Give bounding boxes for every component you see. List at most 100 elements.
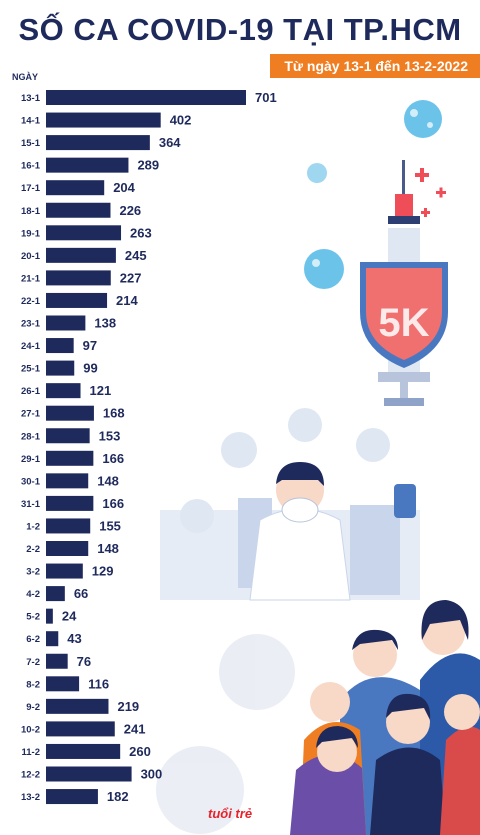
category-label: 18-1 bbox=[21, 206, 41, 217]
category-label: 30-1 bbox=[21, 476, 41, 487]
virus-icon bbox=[404, 100, 442, 138]
category-label: 20-1 bbox=[21, 251, 41, 262]
value-label: 364 bbox=[159, 135, 181, 150]
value-label: 76 bbox=[77, 654, 91, 669]
value-label: 121 bbox=[90, 383, 112, 398]
value-label: 227 bbox=[120, 270, 142, 285]
value-label: 116 bbox=[88, 676, 109, 691]
bar bbox=[46, 789, 98, 805]
category-label: 1-2 bbox=[26, 521, 40, 532]
category-axis-title: NGÀY bbox=[12, 72, 39, 82]
virus-icon bbox=[307, 163, 327, 183]
bar bbox=[46, 563, 83, 579]
category-label: 3-2 bbox=[26, 567, 40, 578]
category-label: 13-1 bbox=[21, 93, 41, 104]
category-label: 5-2 bbox=[26, 612, 40, 623]
category-label: 7-2 bbox=[26, 657, 40, 668]
category-label: 17-1 bbox=[21, 183, 41, 194]
category-label: 15-1 bbox=[21, 138, 41, 149]
people-masks-illustration bbox=[290, 600, 480, 835]
value-label: 263 bbox=[130, 225, 152, 240]
value-label: 66 bbox=[74, 586, 88, 601]
bar bbox=[46, 247, 116, 263]
bar bbox=[46, 473, 89, 489]
5k-shield-icon: 5K bbox=[360, 262, 448, 368]
category-label: 27-1 bbox=[21, 409, 41, 420]
category-label: 31-1 bbox=[21, 499, 41, 510]
bar bbox=[46, 112, 161, 128]
category-label: 22-1 bbox=[21, 296, 41, 307]
bar bbox=[46, 180, 105, 196]
value-label: 138 bbox=[94, 316, 116, 331]
bar bbox=[46, 608, 53, 624]
bar bbox=[46, 383, 81, 399]
bar bbox=[46, 653, 68, 669]
category-label: 10-2 bbox=[21, 724, 40, 735]
value-label: 289 bbox=[137, 158, 159, 173]
category-label: 25-1 bbox=[21, 364, 41, 375]
date-range-badge: Từ ngày 13-1 đến 13-2-2022 bbox=[270, 54, 480, 78]
bar bbox=[46, 676, 80, 692]
value-label: 245 bbox=[125, 248, 147, 263]
bar bbox=[46, 721, 115, 737]
category-label: 2-2 bbox=[26, 544, 40, 555]
value-label: 99 bbox=[83, 361, 97, 376]
page-title: SỐ CA COVID-19 TẠI TP.HCM bbox=[18, 12, 462, 47]
value-label: 701 bbox=[255, 90, 277, 105]
value-label: 148 bbox=[97, 473, 119, 488]
bar bbox=[46, 135, 150, 151]
category-label: 23-1 bbox=[21, 319, 41, 330]
bar bbox=[46, 586, 65, 602]
bar bbox=[46, 225, 122, 241]
bar bbox=[46, 405, 94, 421]
category-label: 8-2 bbox=[26, 679, 40, 690]
value-label: 155 bbox=[99, 518, 121, 533]
value-label: 148 bbox=[97, 541, 119, 556]
value-label: 300 bbox=[141, 767, 163, 782]
bar bbox=[46, 157, 129, 173]
value-label: 129 bbox=[92, 564, 114, 579]
value-label: 219 bbox=[117, 699, 139, 714]
category-label: 16-1 bbox=[21, 161, 41, 172]
value-label: 97 bbox=[83, 338, 97, 353]
doctor-illustration bbox=[160, 408, 420, 601]
value-label: 214 bbox=[116, 293, 138, 308]
value-label: 168 bbox=[103, 406, 125, 421]
value-label: 204 bbox=[113, 180, 135, 195]
bar bbox=[46, 743, 121, 759]
value-label: 226 bbox=[119, 203, 141, 218]
bar bbox=[46, 518, 91, 534]
category-label: 11-2 bbox=[22, 747, 41, 758]
category-label: 6-2 bbox=[26, 634, 40, 645]
category-label: 12-2 bbox=[21, 770, 40, 781]
bar bbox=[46, 698, 109, 714]
bar bbox=[46, 631, 59, 647]
tuoi-tre-logo: tuổi trẻ bbox=[208, 806, 253, 821]
value-label: 260 bbox=[129, 744, 151, 759]
bar bbox=[46, 541, 89, 556]
bar bbox=[46, 292, 108, 308]
category-label: 24-1 bbox=[21, 341, 41, 352]
category-label: 21-1 bbox=[21, 273, 41, 284]
value-label: 166 bbox=[102, 496, 124, 511]
bar bbox=[46, 428, 90, 444]
category-label: 29-1 bbox=[21, 454, 41, 465]
value-label: 402 bbox=[170, 113, 192, 128]
virus-icon bbox=[156, 634, 295, 834]
category-label: 9-2 bbox=[26, 702, 40, 713]
bar bbox=[46, 450, 94, 466]
bar bbox=[46, 495, 94, 511]
category-label: 28-1 bbox=[21, 431, 41, 442]
bar bbox=[46, 338, 74, 354]
category-label: 26-1 bbox=[21, 386, 41, 397]
value-label: 182 bbox=[107, 789, 129, 804]
bar bbox=[46, 270, 111, 286]
bar bbox=[46, 90, 246, 105]
virus-icon bbox=[304, 249, 344, 289]
category-label: 4-2 bbox=[26, 589, 40, 600]
bar bbox=[46, 202, 111, 218]
bar bbox=[46, 766, 132, 782]
svg-text:5K: 5K bbox=[378, 301, 429, 345]
